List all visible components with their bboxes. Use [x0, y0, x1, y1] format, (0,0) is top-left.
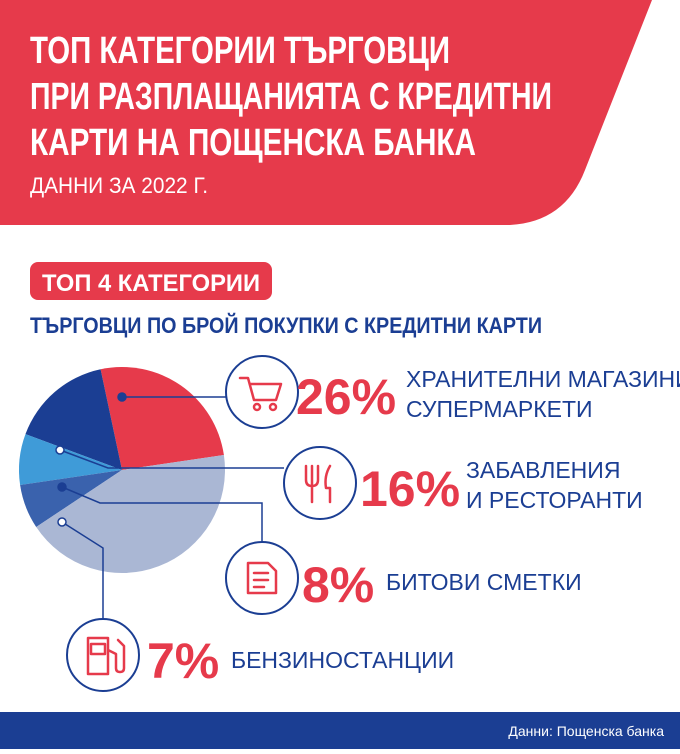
leader-line: [59, 449, 284, 469]
footer-band: [0, 712, 680, 749]
icon-circle: [225, 355, 299, 429]
title-line: ПРИ РАЗПЛАЩАНИЯТА С КРЕДИТНИ: [30, 76, 552, 118]
leader-dots: [55, 392, 127, 527]
leader-dot: [57, 482, 67, 492]
pie-slice: [100, 367, 224, 470]
title-line: ТОП КАТЕГОРИИ ТЪРГОВЦИ: [30, 30, 450, 72]
leader-dot: [117, 392, 127, 402]
leader-line: [61, 486, 263, 542]
pie-slice: [36, 454, 226, 573]
title-line: КАРТИ НА ПОЩЕНСКА БАНКА: [30, 122, 476, 164]
pie-slice: [20, 470, 122, 527]
cart-wheel: [252, 402, 262, 412]
value-label: 16%: [360, 461, 460, 517]
pie: [18, 367, 226, 573]
chart-title: ТЪРГОВЦИ ПО БРОЙ ПОКУПКИ С КРЕДИТНИ КАРТ…: [30, 313, 542, 338]
pie-slice: [18, 434, 122, 486]
category-label: ХРАНИТЕЛНИ МАГАЗИНИ/: [406, 366, 680, 392]
subtitle: ДАННИ ЗА 2022 Г.: [30, 173, 208, 198]
value-label: 26%: [296, 369, 396, 425]
leader-dot: [57, 517, 67, 527]
category-label: БЕНЗИНОСТАНЦИИ: [231, 647, 454, 673]
value-label: 7%: [147, 633, 219, 689]
footer-source: Данни: Пощенска банка: [508, 723, 664, 739]
title: ТОП КАТЕГОРИИ ТЪРГОВЦИ ПРИ РАЗПЛАЩАНИЯТА…: [30, 30, 552, 164]
badge-text: ТОП 4 КАТЕГОРИИ: [42, 270, 260, 297]
badge: [30, 262, 272, 300]
value-label: 8%: [302, 557, 374, 613]
cart-wheel: [268, 402, 278, 412]
icons: [86, 376, 332, 676]
cutlery-icon: [304, 464, 332, 504]
bill-icon: [246, 561, 278, 595]
category-label: ЗАБАВЛЕНИЯ: [466, 457, 620, 483]
fuel-icon: [86, 636, 126, 676]
header-band: [0, 0, 652, 225]
icon-circle: [225, 541, 299, 615]
leader-lines: [59, 396, 284, 619]
icon-circle: [283, 446, 357, 520]
cart-icon: [238, 376, 283, 402]
leader-dot: [55, 445, 65, 455]
leader-line: [61, 521, 104, 619]
category-label: И РЕСТОРАНТИ: [466, 487, 643, 513]
category-label: БИТОВИ СМЕТКИ: [386, 569, 582, 595]
pie-slice: [25, 369, 123, 470]
labels: 26% ХРАНИТЕЛНИ МАГАЗИНИ/СУПЕРМАРКЕТИ 16% ЗА…: [147, 366, 680, 689]
category-label: СУПЕРМАРКЕТИ: [406, 396, 593, 422]
